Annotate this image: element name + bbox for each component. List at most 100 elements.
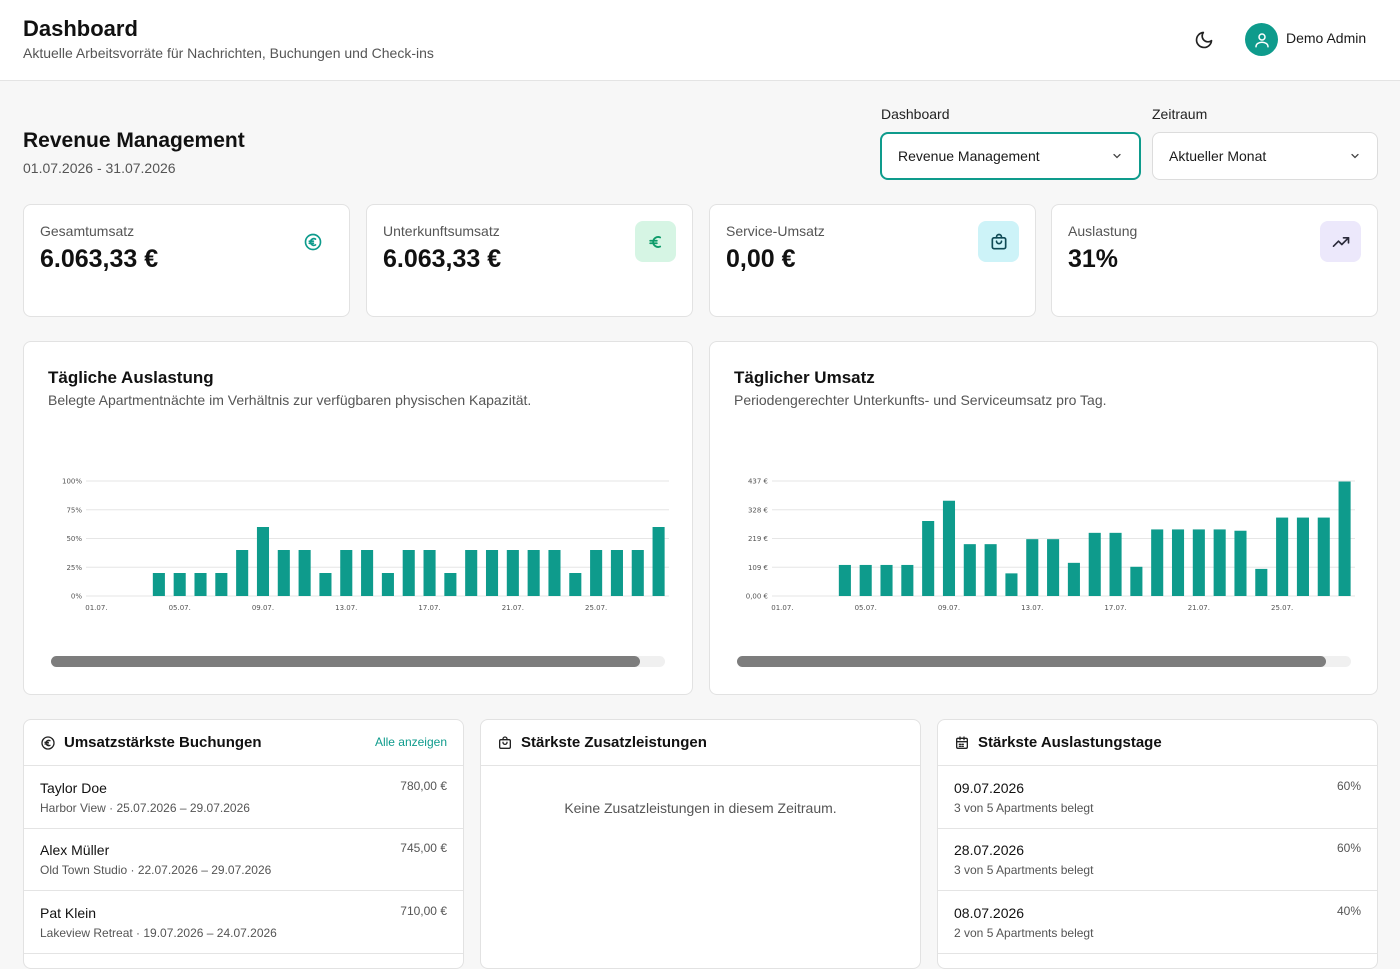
day-percentage: 40%	[1336, 904, 1361, 918]
x-tick-label: 13.07.	[335, 604, 357, 612]
day-detail: 2 von 5 Apartments belegt	[954, 926, 1094, 940]
bar	[1296, 517, 1309, 596]
day-percentage: 60%	[1336, 841, 1361, 855]
page-title: Dashboard	[23, 16, 138, 41]
occupancy-day-row[interactable]: 28.07.2026 3 von 5 Apartments belegt 60%	[938, 828, 1377, 891]
chart-title: Tägliche Auslastung	[48, 368, 214, 387]
bar	[1067, 562, 1080, 596]
occupancy-bar-chart: 0% 25% 50% 75% 100% 01.07. 05.07. 09.07. 13.07. 1…	[62, 478, 669, 612]
y-tick-label: 100%	[62, 478, 82, 486]
euro-icon	[648, 235, 661, 248]
kpi-card-occupancy: Auslastung 31%	[1051, 204, 1378, 317]
bar	[423, 550, 436, 596]
x-tick-label: 13.07.	[1021, 604, 1043, 612]
chart-subtitle: Belegte Apartmentnächte im Verhältnis zu…	[48, 392, 532, 408]
x-tick-label: 09.07.	[252, 604, 274, 612]
bar	[942, 500, 956, 596]
bar	[277, 550, 290, 596]
y-tick-label: 109 €	[748, 564, 768, 572]
booking-detail: Old Town Studio · 22.07.2026 – 29.07.202…	[40, 863, 272, 877]
x-tick-label: 17.07.	[1104, 604, 1126, 612]
bar	[256, 527, 270, 596]
chevron-down-icon	[1351, 153, 1359, 159]
bar	[548, 550, 561, 596]
bar	[194, 573, 207, 596]
kpi-value: 0,00 €	[726, 245, 796, 273]
period-select-label: Zeitraum	[1152, 106, 1208, 122]
dashboard-select-value: Revenue Management	[898, 148, 1040, 164]
theme-toggle-button[interactable]	[1188, 24, 1220, 56]
card-title: Stärkste Zusatzleistungen	[521, 734, 707, 751]
x-tick-label: 05.07.	[169, 604, 191, 612]
bar	[1026, 539, 1039, 596]
y-tick-label: 25%	[66, 564, 82, 572]
chart-scrollbar[interactable]	[51, 656, 665, 667]
bar	[381, 573, 394, 596]
booking-amount: 780,00 €	[400, 779, 447, 793]
kpi-card-service-revenue: Service-Umsatz 0,00 €	[709, 204, 1036, 317]
user-icon	[1254, 32, 1269, 47]
top-services-card: Stärkste Zusatzleistungen Keine Zusatzle…	[480, 719, 921, 969]
bar	[1088, 532, 1101, 596]
kpi-label: Service-Umsatz	[726, 223, 825, 239]
top-occupancy-days-card: Stärkste Auslastungstage 09.07.2026 3 vo…	[937, 719, 1378, 969]
booking-row[interactable]: Pat Klein Lakeview Retreat · 19.07.2026 …	[24, 891, 463, 954]
booking-row[interactable]: Alex Müller Old Town Studio · 22.07.2026…	[24, 828, 463, 891]
chart-scrollbar-thumb[interactable]	[737, 656, 1326, 667]
bar	[485, 550, 499, 596]
booking-amount: 710,00 €	[400, 904, 447, 918]
chart-subtitle: Periodengerechter Unterkunfts- und Servi…	[734, 392, 1107, 408]
user-name[interactable]: Demo Admin	[1286, 30, 1367, 46]
kpi-label: Auslastung	[1068, 223, 1138, 239]
kpi-value: 6.063,33 €	[383, 245, 502, 273]
bar	[1338, 481, 1351, 596]
bar	[838, 564, 851, 596]
bar	[527, 550, 540, 596]
card-title: Umsatzstärkste Buchungen	[64, 734, 262, 751]
kpi-icon-box	[635, 221, 676, 262]
kpi-label: Unterkunftsumsatz	[383, 223, 500, 239]
day-percentage: 60%	[1336, 779, 1361, 793]
euro-circle-icon	[304, 233, 321, 250]
kpi-value: 31%	[1068, 245, 1119, 273]
period-select[interactable]: Aktueller Monat	[1152, 132, 1378, 180]
chart-scrollbar-thumb[interactable]	[51, 656, 640, 667]
dashboard-select[interactable]: Revenue Management	[880, 132, 1141, 180]
day-detail: 3 von 5 Apartments belegt	[954, 863, 1094, 877]
chevron-down-icon	[1113, 153, 1121, 159]
booking-row[interactable]: Taylor Doe Harbor View · 25.07.2026 – 29…	[24, 766, 463, 829]
bar	[1171, 529, 1185, 596]
user-avatar[interactable]	[1245, 23, 1278, 56]
bar	[1317, 517, 1330, 596]
bar	[402, 550, 415, 596]
booking-amount: 745,00 €	[400, 841, 447, 855]
calendar-icon	[956, 736, 968, 749]
bar	[1234, 530, 1247, 596]
occupancy-day-row[interactable]: 08.07.2026 2 von 5 Apartments belegt 40%	[938, 891, 1377, 954]
booking-detail: Lakeview Retreat · 19.07.2026 – 24.07.20…	[40, 926, 277, 940]
card-header: Umsatzstärkste Buchungen Alle anzeigen	[24, 720, 463, 766]
chart-scrollbar[interactable]	[737, 656, 1351, 667]
top-bookings-card: Umsatzstärkste Buchungen Alle anzeigen T…	[23, 719, 464, 969]
x-tick-label: 09.07.	[938, 604, 960, 612]
top-bar: Dashboard Aktuelle Arbeitsvorräte für Na…	[0, 0, 1400, 81]
x-tick-label: 21.07.	[502, 604, 524, 612]
shopping-bag-icon	[499, 736, 511, 749]
revenue-chart-card: Täglicher Umsatz Periodengerechter Unter…	[709, 341, 1378, 695]
occupancy-day-row[interactable]: 09.07.2026 3 von 5 Apartments belegt 60%	[938, 766, 1377, 829]
guest-name: Alex Müller	[40, 842, 110, 858]
shopping-bag-icon	[991, 233, 1006, 249]
day-date: 09.07.2026	[954, 780, 1025, 796]
kpi-card-total-revenue: Gesamtumsatz 6.063,33 €	[23, 204, 350, 317]
bar	[590, 550, 603, 596]
page-subtitle: Aktuelle Arbeitsvorräte für Nachrichten,…	[23, 45, 434, 61]
bar	[963, 544, 976, 596]
bar	[152, 573, 165, 596]
revenue-bar-chart: 0,00 € 109 € 219 € 328 € 437 € 01.07. 05.07. 09…	[746, 478, 1355, 612]
bar	[880, 564, 893, 596]
y-tick-label: 437 €	[748, 478, 768, 486]
bar	[1047, 539, 1060, 596]
bar	[506, 550, 519, 596]
show-all-link[interactable]: Alle anzeigen	[374, 735, 447, 749]
occupancy-chart-card: Tägliche Auslastung Belegte Apartmentnäc…	[23, 341, 693, 695]
